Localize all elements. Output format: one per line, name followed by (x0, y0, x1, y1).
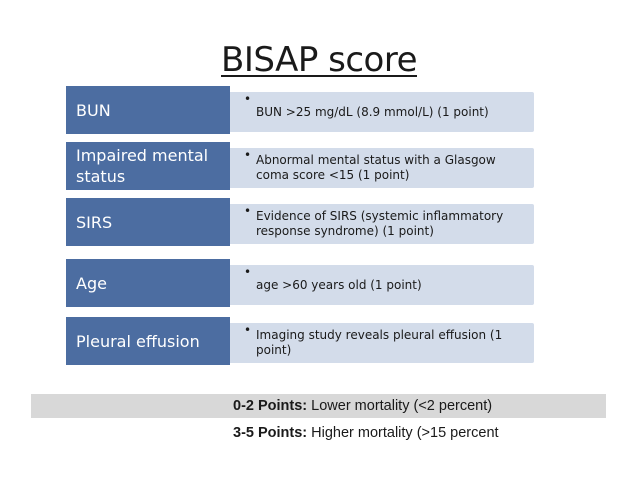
points-range: 3-5 Points: (233, 425, 308, 441)
criterion-detail-text: age >60 years old (1 point) (256, 277, 422, 292)
criterion-mental-status: • Abnormal mental status with a Glasgow … (66, 142, 542, 190)
interpretation-high: 3-5 Points: Higher mortality (>15 percen… (233, 425, 499, 441)
criterion-detail: • BUN >25 mg/dL (8.9 mmol/L) (1 point) (244, 92, 530, 132)
bullet-icon: • (244, 265, 252, 279)
bullet-icon: • (244, 204, 252, 218)
criterion-detail-box (228, 204, 534, 244)
interpretation-low: 0-2 Points: Lower mortality (<2 percent) (233, 398, 492, 414)
criterion-age: • age >60 years old (1 point) Age (66, 259, 542, 307)
criterion-label: SIRS (66, 198, 230, 246)
page-title: BISAP score (221, 40, 418, 80)
criterion-detail-box (228, 265, 534, 305)
criterion-detail: • age >60 years old (1 point) (244, 265, 530, 305)
criterion-detail-text: Imaging study reveals pleural effusion (… (256, 328, 503, 357)
criterion-detail: • Abnormal mental status with a Glasgow … (244, 148, 530, 188)
criterion-sirs: • Evidence of SIRS (systemic inflammator… (66, 198, 542, 246)
criterion-label: BUN (66, 86, 230, 134)
criterion-detail-text: BUN >25 mg/dL (8.9 mmol/L) (1 point) (256, 104, 489, 119)
highlight-band (31, 394, 606, 418)
criterion-detail-box (228, 323, 534, 363)
criterion-pleural-effusion: • Imaging study reveals pleural effusion… (66, 317, 542, 365)
criterion-detail-box (228, 92, 534, 132)
points-outcome: Lower mortality (<2 percent) (311, 398, 493, 414)
criterion-detail: • Evidence of SIRS (systemic inflammator… (244, 204, 530, 244)
criterion-detail-box (228, 148, 534, 188)
bullet-icon: • (244, 323, 252, 337)
points-range: 0-2 Points: (233, 398, 308, 414)
criterion-label: Impaired mental status (66, 142, 230, 190)
criterion-detail: • Imaging study reveals pleural effusion… (244, 323, 530, 363)
bullet-icon: • (244, 148, 252, 162)
criterion-label: Age (66, 259, 230, 307)
criterion-bun: • BUN >25 mg/dL (8.9 mmol/L) (1 point) B… (66, 86, 542, 134)
criterion-label: Pleural effusion (66, 317, 230, 365)
bullet-icon: • (244, 92, 252, 106)
criterion-detail-text: Abnormal mental status with a Glasgow co… (256, 153, 496, 182)
criterion-detail-text: Evidence of SIRS (systemic inflammatory … (256, 209, 504, 238)
points-outcome: Higher mortality (>15 percent (311, 425, 499, 441)
